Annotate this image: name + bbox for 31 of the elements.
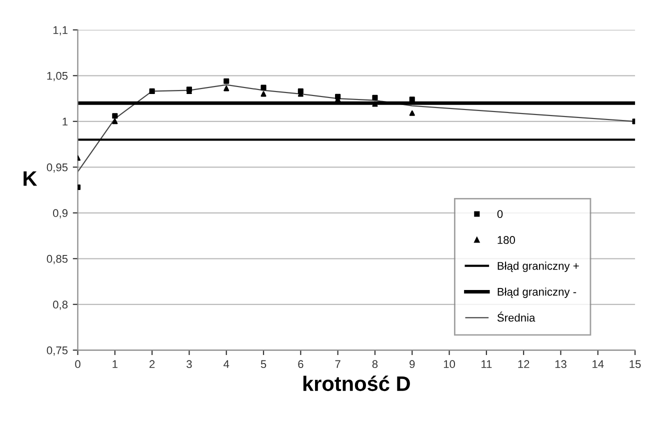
x-tick-label: 1 bbox=[112, 360, 118, 368]
x-tick-label: 10 bbox=[444, 360, 456, 368]
legend-label: Błąd graniczny - bbox=[498, 288, 576, 298]
x-tick-label: 4 bbox=[224, 360, 230, 368]
x-tick-label: 3 bbox=[186, 360, 192, 368]
y-tick-label: 1 bbox=[62, 118, 68, 126]
y-tick-label: 0,85 bbox=[46, 254, 68, 264]
y-tick-label: 0,95 bbox=[46, 163, 68, 173]
legend-label: 0 bbox=[497, 210, 503, 218]
y-tick-label: 0,8 bbox=[53, 300, 68, 310]
x-tick-label: 12 bbox=[518, 360, 530, 368]
x-tick-label: 14 bbox=[592, 360, 604, 368]
legend-label: Błąd graniczny + bbox=[498, 262, 579, 272]
x-tick-label: 8 bbox=[372, 360, 378, 368]
x-tick-label: 11 bbox=[482, 360, 492, 368]
x-tick-label: 13 bbox=[555, 360, 566, 368]
x-tick-label: 15 bbox=[630, 360, 641, 368]
y-tick-label: 1,05 bbox=[47, 72, 68, 82]
x-tick-label: 6 bbox=[298, 360, 304, 368]
x-tick-label: 9 bbox=[410, 360, 415, 368]
x-axis-title: krotność D bbox=[303, 376, 410, 392]
y-tick-label: 1,1 bbox=[53, 26, 68, 36]
x-tick-label: 5 bbox=[260, 360, 266, 368]
x-tick-label: 0 bbox=[75, 360, 80, 368]
legend-label: Średnia bbox=[497, 312, 536, 322]
x-tick-label: 7 bbox=[335, 360, 340, 368]
x-tick-label: 2 bbox=[150, 360, 155, 368]
y-axis-title: K bbox=[24, 171, 38, 186]
legend-label: 180 bbox=[498, 236, 516, 244]
y-tick-label: 0,9 bbox=[53, 209, 68, 218]
y-tick-label: 0,75 bbox=[46, 346, 68, 356]
